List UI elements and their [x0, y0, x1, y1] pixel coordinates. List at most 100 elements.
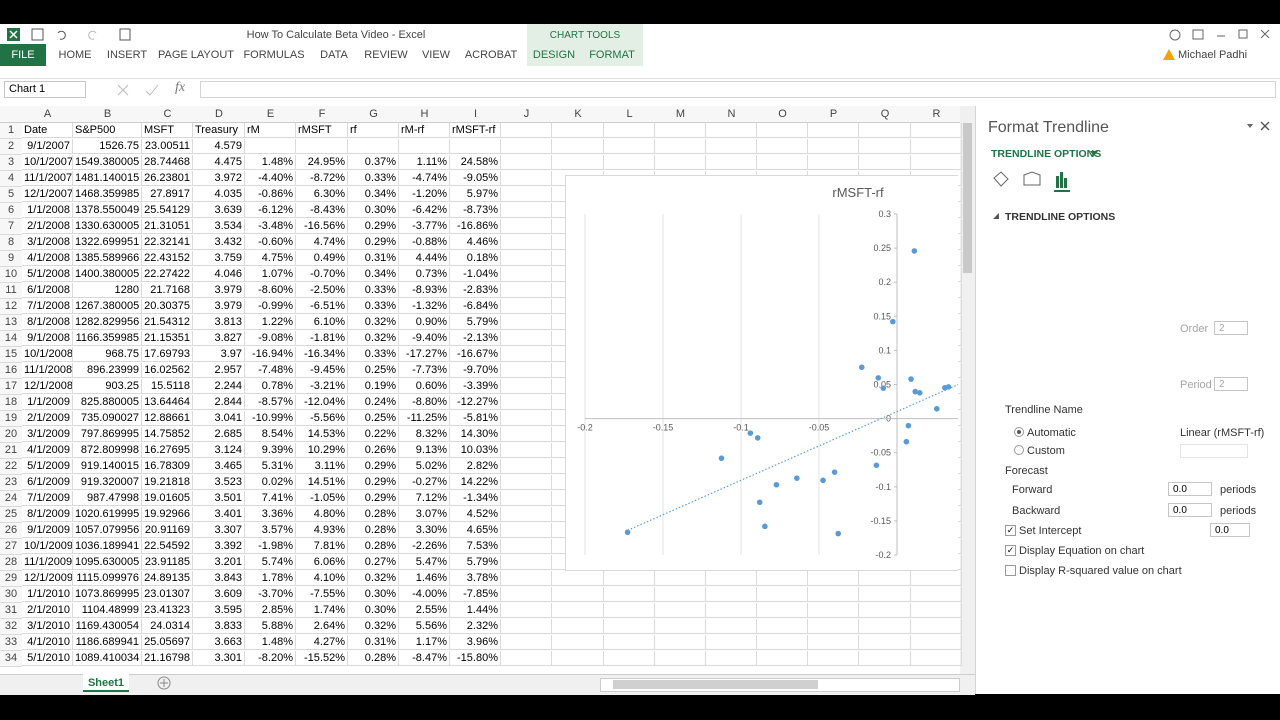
column-header[interactable]: O [778, 108, 787, 120]
cell[interactable] [859, 155, 911, 170]
ribbon-tab[interactable]: PAGE LAYOUT [157, 49, 235, 61]
row-header[interactable]: 32 [0, 619, 22, 635]
cell[interactable]: 1280 [73, 283, 142, 298]
cell[interactable]: 3.432 [193, 235, 245, 250]
cell[interactable]: 4.579 [193, 139, 245, 154]
cell[interactable] [501, 555, 552, 570]
cell[interactable]: -8.93% [399, 283, 450, 298]
ribbon-tab[interactable]: DESIGN [532, 49, 576, 61]
cell[interactable]: 0.28% [348, 523, 399, 538]
cell[interactable]: 12/1/2009 [22, 571, 73, 586]
row-header[interactable]: 28 [0, 555, 22, 571]
cell[interactable]: 3.36% [245, 507, 296, 522]
cell[interactable]: 2.64% [296, 619, 348, 634]
cell[interactable]: 919.140015 [73, 459, 142, 474]
cell[interactable] [501, 347, 552, 362]
cell[interactable]: rM [245, 123, 296, 138]
ribbon-tab[interactable]: INSERT [106, 49, 148, 61]
cell[interactable] [552, 619, 604, 634]
cell[interactable]: 3.639 [193, 203, 245, 218]
cell[interactable]: -7.48% [245, 363, 296, 378]
cell[interactable]: 5/1/2008 [22, 267, 73, 282]
row-header[interactable]: 33 [0, 635, 22, 651]
column-header[interactable]: A [43, 108, 52, 120]
cell[interactable]: 24.89135 [142, 571, 193, 586]
cell[interactable]: 1104.48999 [73, 603, 142, 618]
cell[interactable]: 919.320007 [73, 475, 142, 490]
cell[interactable]: -3.48% [245, 219, 296, 234]
intercept-input[interactable]: 0.0 [1210, 523, 1250, 537]
cell[interactable] [706, 619, 757, 634]
cell[interactable]: 21.31051 [142, 219, 193, 234]
cell[interactable]: 4.52% [450, 507, 501, 522]
cell[interactable]: 11/1/2009 [22, 555, 73, 570]
cell[interactable] [501, 619, 552, 634]
cell[interactable]: 0.29% [348, 219, 399, 234]
row-header[interactable]: 24 [0, 491, 22, 507]
cell[interactable]: 1.74% [296, 603, 348, 618]
cell[interactable] [808, 619, 859, 634]
cell[interactable]: -16.56% [296, 219, 348, 234]
cell[interactable]: -0.70% [296, 267, 348, 282]
cell[interactable]: 1.17% [399, 635, 450, 650]
row-header[interactable]: 7 [0, 219, 22, 235]
cell[interactable]: 22.43152 [142, 251, 193, 266]
cell[interactable]: 0.49% [296, 251, 348, 266]
cell[interactable]: 1282.829956 [73, 315, 142, 330]
cell[interactable]: 3.041 [193, 411, 245, 426]
cell[interactable] [859, 635, 911, 650]
cell[interactable]: 987.47998 [73, 491, 142, 506]
cell[interactable]: 1468.359985 [73, 187, 142, 202]
window-controls[interactable] [1165, 27, 1275, 43]
cell[interactable]: 11/1/2008 [22, 363, 73, 378]
cell[interactable]: 2/1/2009 [22, 411, 73, 426]
cell[interactable]: 13.64464 [142, 395, 193, 410]
cell[interactable]: 4.046 [193, 267, 245, 282]
embedded-chart[interactable]: rMSFT-rf -0.2 -0.15 -0.1 -0.05 0.3 0.25 0.2 0.15… [565, 175, 958, 571]
cell[interactable]: 16.02562 [142, 363, 193, 378]
row-header[interactable]: 15 [0, 347, 22, 363]
cell[interactable]: 0.19% [348, 379, 399, 394]
intercept-label[interactable]: Set Intercept [1019, 525, 1082, 537]
cell[interactable] [501, 203, 552, 218]
cell[interactable]: 2.685 [193, 427, 245, 442]
cell[interactable] [808, 603, 859, 618]
cell[interactable]: 1267.380005 [73, 299, 142, 314]
row-header[interactable]: 2 [0, 139, 22, 155]
cell[interactable]: 1073.869995 [73, 587, 142, 602]
cell[interactable]: 1481.140015 [73, 171, 142, 186]
cell[interactable] [604, 635, 655, 650]
cell[interactable] [911, 123, 962, 138]
cell[interactable]: 6.06% [296, 555, 348, 570]
row-header[interactable]: 22 [0, 459, 22, 475]
cell[interactable]: 4.80% [296, 507, 348, 522]
ribbon-tab[interactable]: FORMULAS [243, 49, 305, 61]
cell[interactable] [655, 571, 706, 586]
cell[interactable]: 0.31% [348, 251, 399, 266]
cell[interactable]: 5.79% [450, 555, 501, 570]
cell[interactable]: 3.57% [245, 523, 296, 538]
cell[interactable]: 1.11% [399, 155, 450, 170]
cell[interactable] [808, 139, 859, 154]
cell[interactable]: 10.03% [450, 443, 501, 458]
cell[interactable]: 10/1/2007 [22, 155, 73, 170]
row-header[interactable]: 12 [0, 299, 22, 315]
cell[interactable]: -16.67% [450, 347, 501, 362]
cell[interactable]: 7.53% [450, 539, 501, 554]
cell[interactable] [859, 619, 911, 634]
cell[interactable] [501, 523, 552, 538]
cell[interactable] [757, 123, 808, 138]
cell[interactable] [911, 619, 962, 634]
cell[interactable]: -16.86% [450, 219, 501, 234]
cell[interactable]: -9.70% [450, 363, 501, 378]
cell[interactable]: 0.26% [348, 443, 399, 458]
cell[interactable] [655, 635, 706, 650]
cell[interactable]: Treasury [193, 123, 245, 138]
cell[interactable] [604, 123, 655, 138]
cell[interactable] [501, 315, 552, 330]
cell[interactable] [757, 619, 808, 634]
cell[interactable]: 27.8917 [142, 187, 193, 202]
cell[interactable]: -2.83% [450, 283, 501, 298]
cell[interactable]: MSFT [142, 123, 193, 138]
cell[interactable] [911, 571, 962, 586]
